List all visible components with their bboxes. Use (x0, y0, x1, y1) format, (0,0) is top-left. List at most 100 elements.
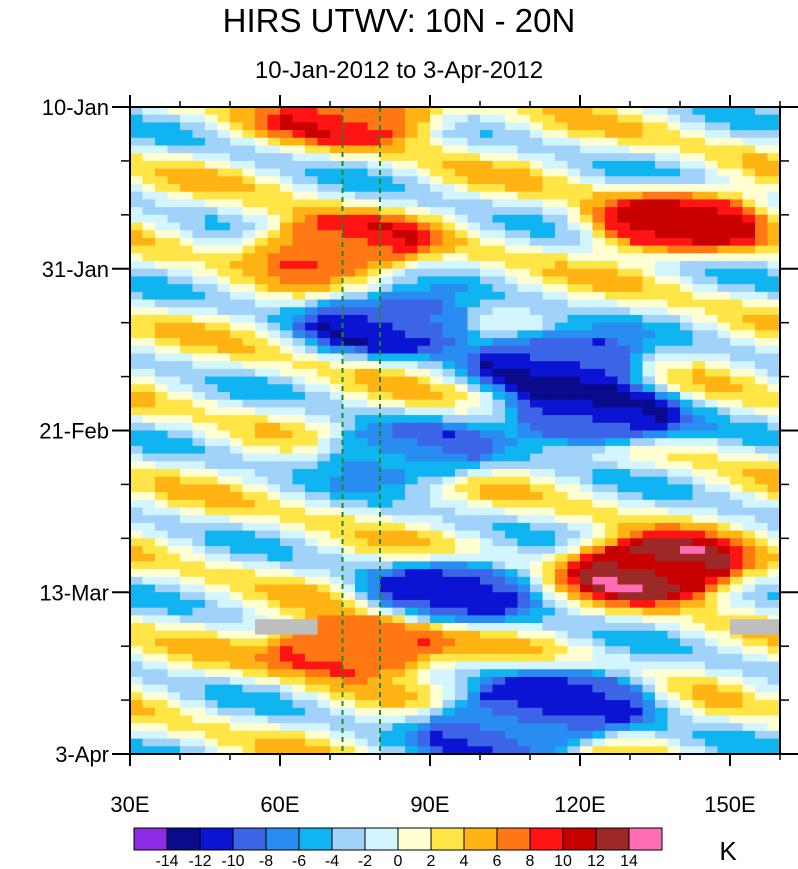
field-cell (555, 276, 569, 285)
field-cell (155, 299, 169, 308)
field-cell (205, 191, 219, 201)
field-cell (130, 122, 144, 131)
field-cell (730, 284, 744, 293)
field-cell (155, 245, 169, 254)
field-cell (680, 484, 694, 493)
field-cell (280, 715, 294, 724)
field-cell (417, 746, 431, 754)
field-cell (717, 522, 731, 532)
field-cell (280, 291, 294, 301)
field-cell (555, 422, 569, 432)
field-cell (517, 730, 531, 740)
field-cell (380, 168, 394, 177)
field-cell (430, 438, 444, 447)
field-cell (705, 114, 719, 123)
field-cell (255, 391, 269, 401)
field-cell (567, 168, 581, 177)
field-cell (592, 653, 606, 663)
field-cell (330, 592, 344, 601)
field-cell (317, 515, 331, 524)
field-cell (292, 515, 306, 524)
field-cell (455, 407, 469, 416)
x-axis: 30E 60E 90E 120E 150E (110, 95, 781, 817)
field-cell (255, 430, 269, 439)
field-cell (342, 122, 356, 131)
field-cell (242, 376, 256, 385)
field-cell (217, 684, 231, 693)
field-cell (317, 322, 331, 331)
field-cell (255, 553, 269, 563)
field-cell (255, 461, 269, 470)
field-cell (392, 730, 406, 740)
field-cell (755, 338, 769, 347)
chart-subtitle: 10-Jan-2012 to 3-Apr-2012 (254, 57, 544, 84)
field-cell (155, 191, 169, 201)
field-cell (305, 384, 319, 393)
field-cell (342, 430, 356, 439)
field-cell (130, 330, 144, 339)
field-cell (467, 576, 481, 586)
field-cell (742, 469, 756, 478)
field-cell (217, 599, 231, 609)
field-cell (505, 384, 519, 393)
field-cell (380, 723, 394, 732)
field-cell (142, 422, 156, 432)
field-cell (367, 368, 381, 378)
field-cell (442, 253, 456, 262)
field-cell (217, 253, 231, 262)
field-cell (555, 230, 569, 239)
field-cell (492, 353, 506, 362)
field-cell (730, 291, 744, 301)
field-cell (330, 261, 344, 270)
field-cell (292, 653, 306, 663)
field-cell (180, 700, 194, 709)
field-cell (267, 384, 281, 393)
field-cell (167, 669, 181, 678)
field-cell (180, 484, 194, 493)
field-cell (392, 160, 406, 170)
field-cell (667, 615, 681, 624)
field-cell (342, 353, 356, 362)
field-cell (167, 738, 181, 747)
field-cell (380, 245, 394, 254)
field-cell (542, 461, 556, 470)
field-cell (567, 692, 581, 701)
field-cell (580, 738, 594, 747)
field-cell (342, 207, 356, 216)
field-cell (742, 168, 756, 177)
field-cell (692, 723, 706, 732)
field-cell (717, 607, 731, 616)
field-cell (442, 137, 456, 147)
field-cell (692, 384, 706, 393)
field-cell (142, 207, 156, 216)
field-cell (355, 168, 369, 177)
field-cell (567, 384, 581, 393)
field-cell (605, 592, 619, 601)
field-cell (305, 723, 319, 732)
field-cell (530, 345, 544, 355)
field-cell (355, 530, 369, 539)
field-cell (617, 553, 631, 563)
field-cell (742, 107, 756, 116)
field-cell (680, 576, 694, 586)
field-cell (430, 145, 444, 154)
field-cell (305, 268, 319, 278)
field-cell (530, 176, 544, 185)
field-cell (330, 538, 344, 547)
field-cell (605, 584, 619, 593)
field-cell (505, 499, 519, 509)
field-cell (280, 276, 294, 285)
field-cell (630, 499, 644, 509)
field-cell (592, 615, 606, 624)
field-cell (717, 145, 731, 154)
field-cell (755, 376, 769, 385)
field-cell (455, 245, 469, 254)
field-cell (492, 268, 506, 278)
field-cell (280, 461, 294, 470)
field-cell (705, 291, 719, 301)
field-cell (642, 230, 656, 239)
field-cell (705, 184, 719, 193)
field-cell (705, 584, 719, 593)
field-cell (630, 207, 644, 216)
